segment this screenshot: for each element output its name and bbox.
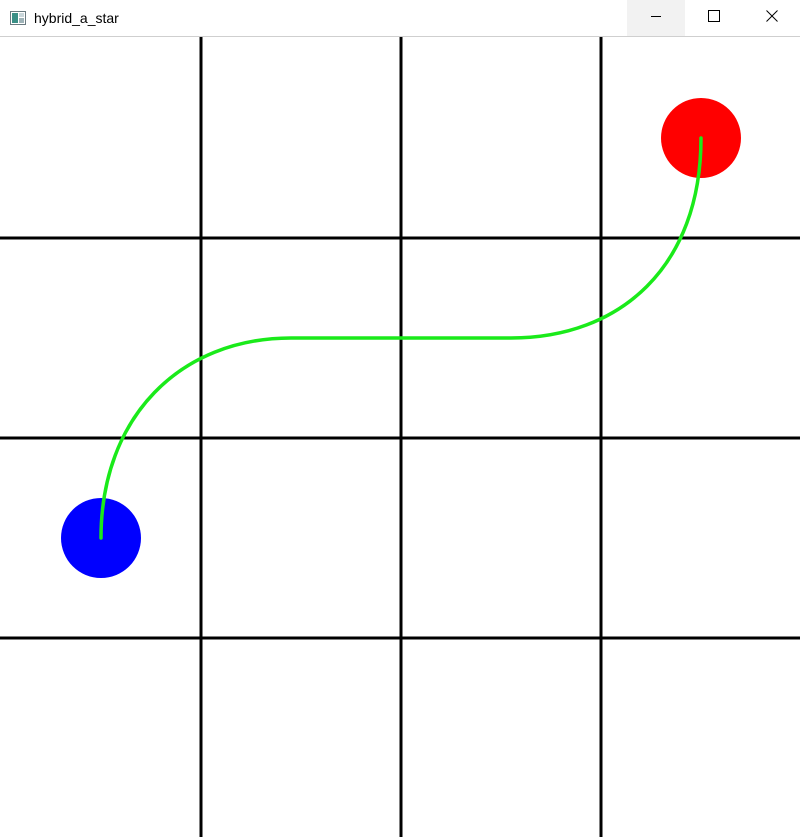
minimize-icon — [650, 9, 662, 27]
planner-canvas — [0, 37, 800, 837]
window-title: hybrid_a_star — [34, 10, 119, 26]
close-icon — [766, 9, 778, 27]
maximize-button[interactable] — [685, 0, 743, 36]
grid-lines — [0, 37, 800, 837]
planner-scene — [0, 37, 800, 837]
app-window-icon — [10, 11, 26, 25]
minimize-button[interactable] — [627, 0, 685, 36]
maximize-icon — [708, 9, 720, 27]
close-button[interactable] — [743, 0, 800, 36]
title-bar[interactable]: hybrid_a_star — [0, 0, 800, 37]
planned-path — [99, 136, 703, 540]
